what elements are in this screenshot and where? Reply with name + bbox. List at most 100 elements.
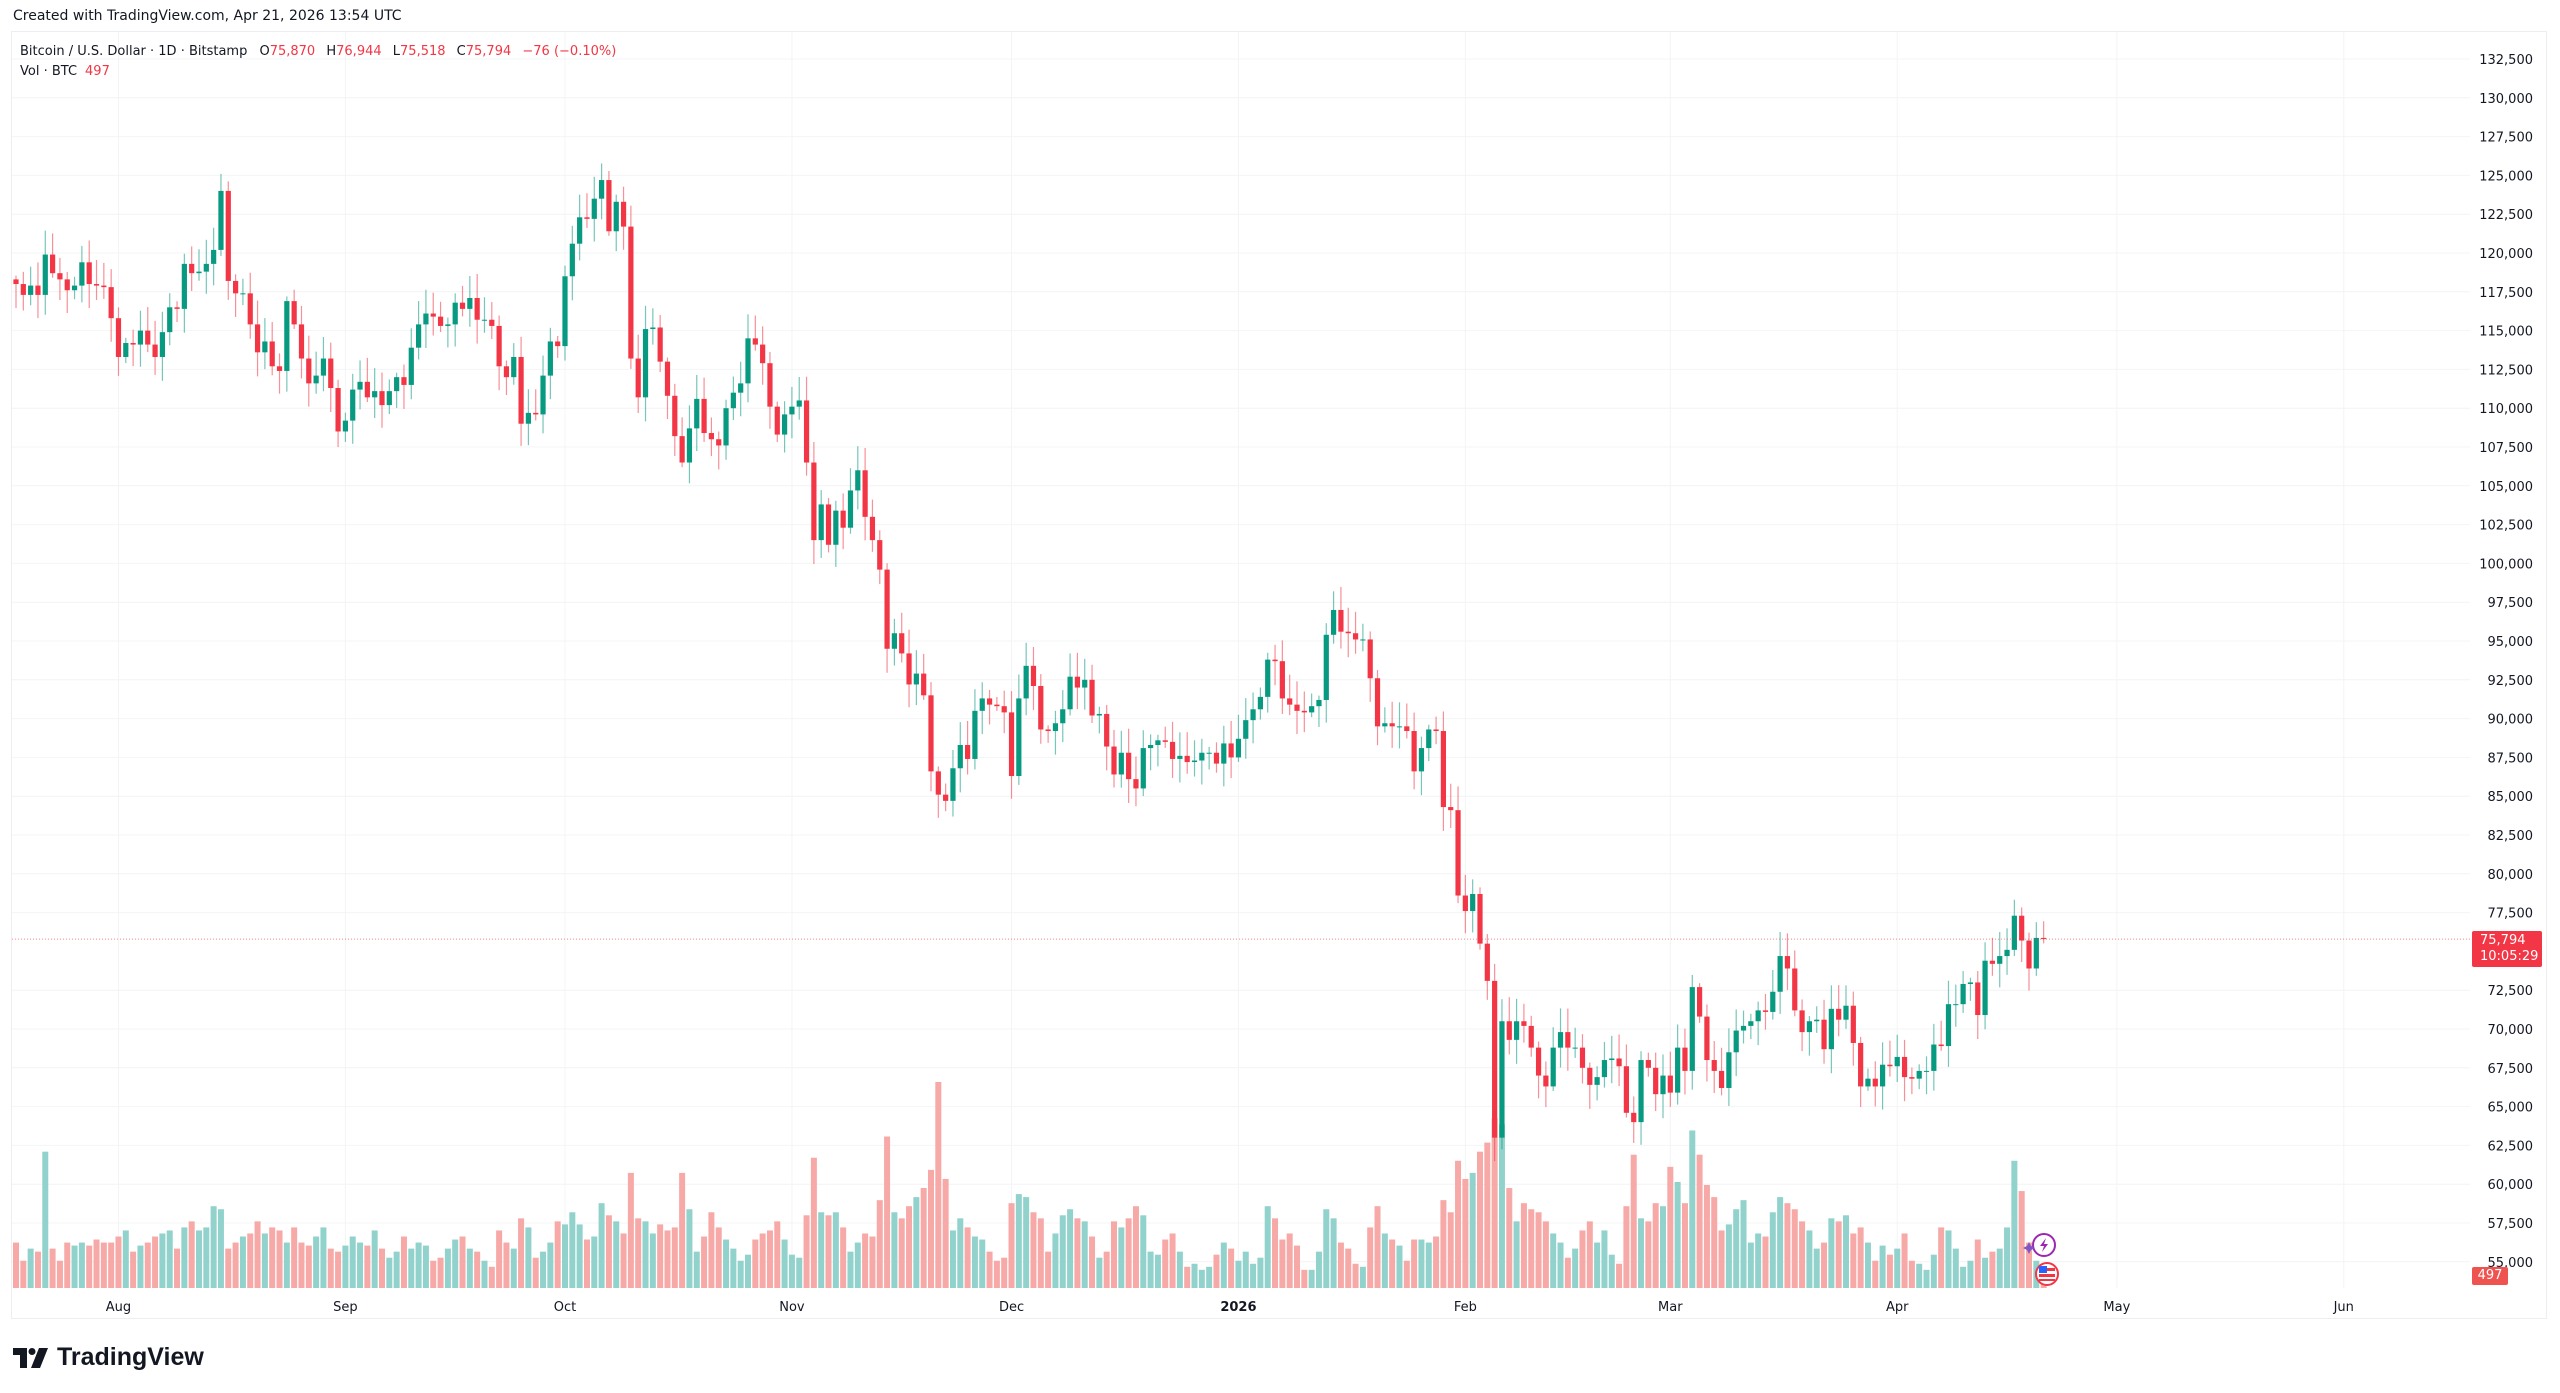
candle-body [28,285,34,295]
candle-body [723,408,729,446]
candle-body [1001,706,1007,713]
candle-body [708,433,714,440]
candle-body [1850,1005,1856,1043]
candle-body [1623,1066,1629,1113]
candle-body [306,358,312,384]
volume-bar [261,1233,268,1288]
volume-bar [554,1221,561,1288]
candle-body [1718,1070,1725,1088]
candle-body [350,389,356,421]
candle-body [913,673,919,685]
volume-bar [247,1233,254,1288]
volume-bar [408,1248,415,1288]
candle-body [2011,915,2017,950]
volume-bar [898,1218,905,1288]
candle-body [328,358,334,389]
volume-bar [957,1218,964,1288]
candle-body [276,366,283,371]
tradingview-logo[interactable]: TradingView [13,1343,204,1372]
candle-body [716,439,722,446]
candle-body [1667,1075,1673,1093]
volume-bar [1791,1209,1798,1288]
candle-body [1675,1047,1681,1093]
volume-bar [13,1242,19,1288]
candle-body [1989,960,1995,964]
price-tick-label: 115,000 [2479,325,2533,340]
candle-body [1148,744,1154,749]
volume-bar [1089,1236,1096,1288]
candle-body [1411,731,1417,772]
candle-body [774,406,780,435]
volume-bar [56,1260,63,1288]
price-tick-label: 97,500 [2488,596,2534,611]
volume-bar [137,1245,144,1288]
price-tick-label: 60,000 [2488,1178,2534,1193]
time-tick-label: May [2103,1300,2130,1315]
symbol-name[interactable]: Bitcoin / U.S. Dollar · 1D · Bitstamp [20,44,248,59]
candle-body [1653,1067,1659,1095]
volume-bar [1886,1254,1893,1288]
candle-body [86,262,92,285]
volume-bar [313,1236,320,1288]
candle-body [1316,699,1322,707]
volume-bar [269,1227,276,1288]
volume-bar [1645,1221,1652,1288]
candle-body [1814,1019,1820,1022]
price-tick-label: 62,500 [2488,1139,2534,1154]
volume-bar [1930,1254,1937,1288]
volume-bar [671,1227,678,1288]
candle-body [1975,982,1981,1016]
candle-body [782,414,788,435]
volume-bar [415,1242,422,1288]
volume-bar [371,1230,378,1288]
candle-body [1162,740,1168,742]
volume-bar [1674,1181,1681,1288]
candle-body [620,201,627,227]
candle-body [1345,631,1351,634]
price-tick-label: 65,000 [2488,1101,2534,1116]
candle-body [986,698,993,705]
volume-bar [1228,1248,1235,1288]
volume-bar [766,1230,773,1288]
candle-body [965,744,971,759]
candle-body [1697,987,1703,1017]
volume-bar [840,1227,847,1288]
volume-bar [1059,1215,1066,1288]
lightning-event-icon[interactable] [2023,1233,2056,1257]
candle-body [423,313,429,325]
candle-body [1331,609,1337,635]
volume-bar [598,1203,605,1288]
time-tick-label: 2026 [1220,1300,1256,1315]
volume-bar [1982,1257,1989,1288]
volume-bar [1879,1245,1886,1288]
volume-bar [1418,1239,1425,1288]
candle-body [408,347,414,385]
volume-label[interactable]: Vol · BTC [20,64,78,79]
candle-body [1938,1044,1944,1047]
candle-body [1945,1004,1952,1047]
volume-bar [1030,1212,1037,1288]
candle-body [1067,676,1073,710]
candle-body [262,341,268,353]
candle-body [386,391,392,406]
volume-bar [20,1260,27,1288]
volume-bar [335,1251,342,1288]
volume-bar [1542,1221,1549,1288]
us-flag-event-icon[interactable] [2035,1262,2059,1286]
volume-bar [1067,1209,1074,1288]
volume-bar [1630,1154,1637,1288]
volume-bar [906,1206,913,1288]
volume-bar [357,1242,364,1288]
candle-body [189,263,195,274]
volume-bar [100,1242,107,1288]
volume-bar [166,1230,173,1288]
bar-countdown: 10:05:29 [2480,949,2539,964]
candle-body [269,341,275,367]
candle-body [1023,665,1029,699]
candle-body [891,633,897,649]
candle-body [1389,723,1395,727]
candle-body [1257,696,1263,710]
chart-frame[interactable] [11,31,2547,1319]
candle-body [569,243,575,277]
